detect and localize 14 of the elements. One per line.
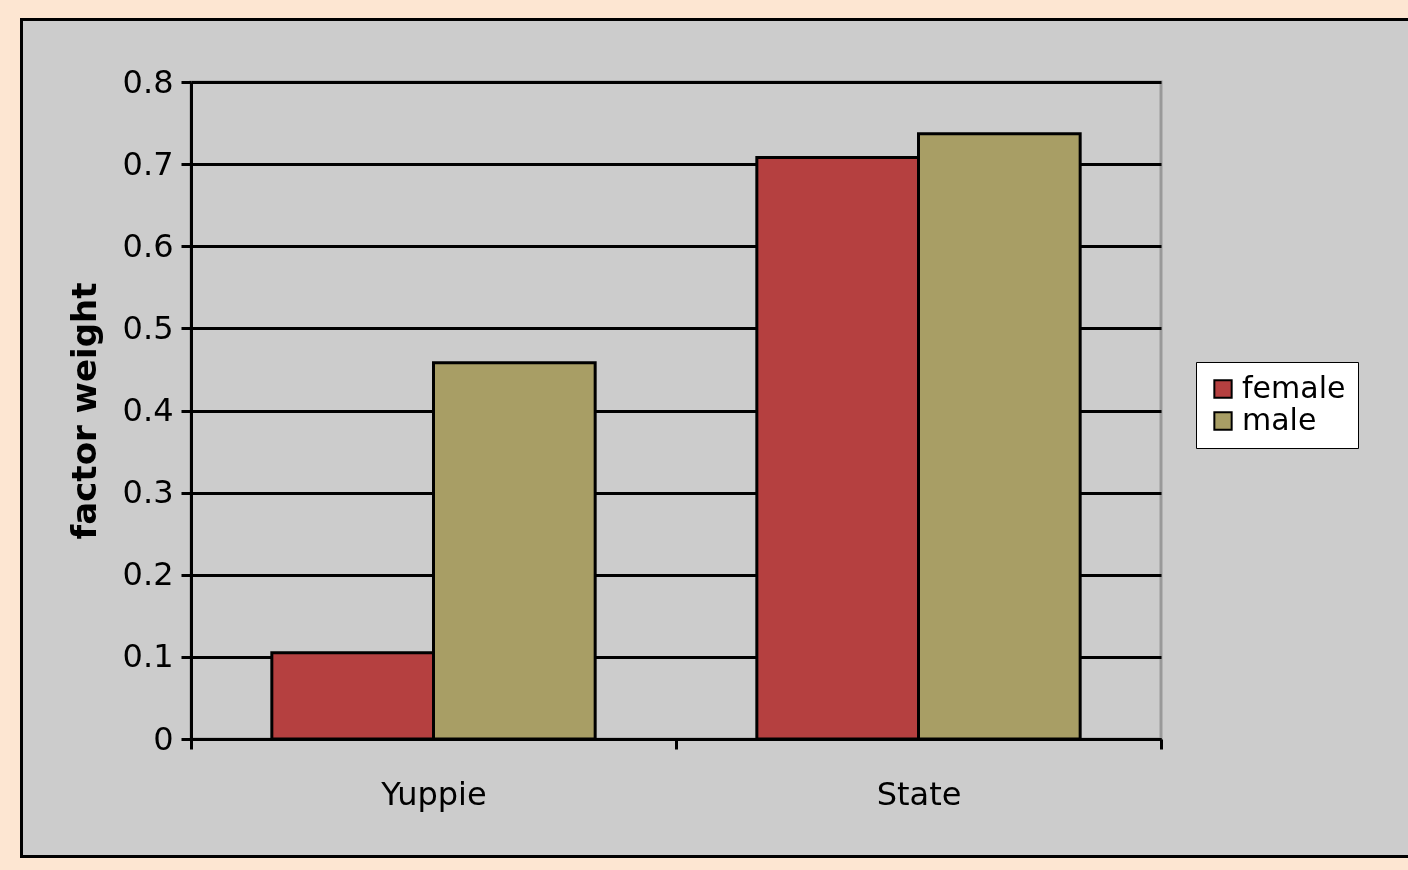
x-tick-label: Yuppie: [380, 774, 487, 813]
y-tick-label: 0.7: [122, 144, 174, 183]
legend-label: female: [1242, 370, 1346, 405]
y-axis-title: factor weight: [63, 282, 104, 540]
y-tick-label: 0.6: [122, 226, 174, 265]
y-tick-label: 0.3: [122, 473, 174, 512]
legend-label: male: [1242, 402, 1317, 437]
y-tick-label: 0.8: [122, 62, 174, 101]
y-tick-label: 0.1: [122, 637, 174, 676]
y-tick-label: 0.4: [122, 391, 174, 429]
y-tick-label: 0: [153, 719, 174, 758]
y-tick-label: 0.2: [122, 555, 174, 594]
y-tick-label: 0.5: [122, 308, 174, 347]
x-tick-label: State: [876, 774, 962, 813]
